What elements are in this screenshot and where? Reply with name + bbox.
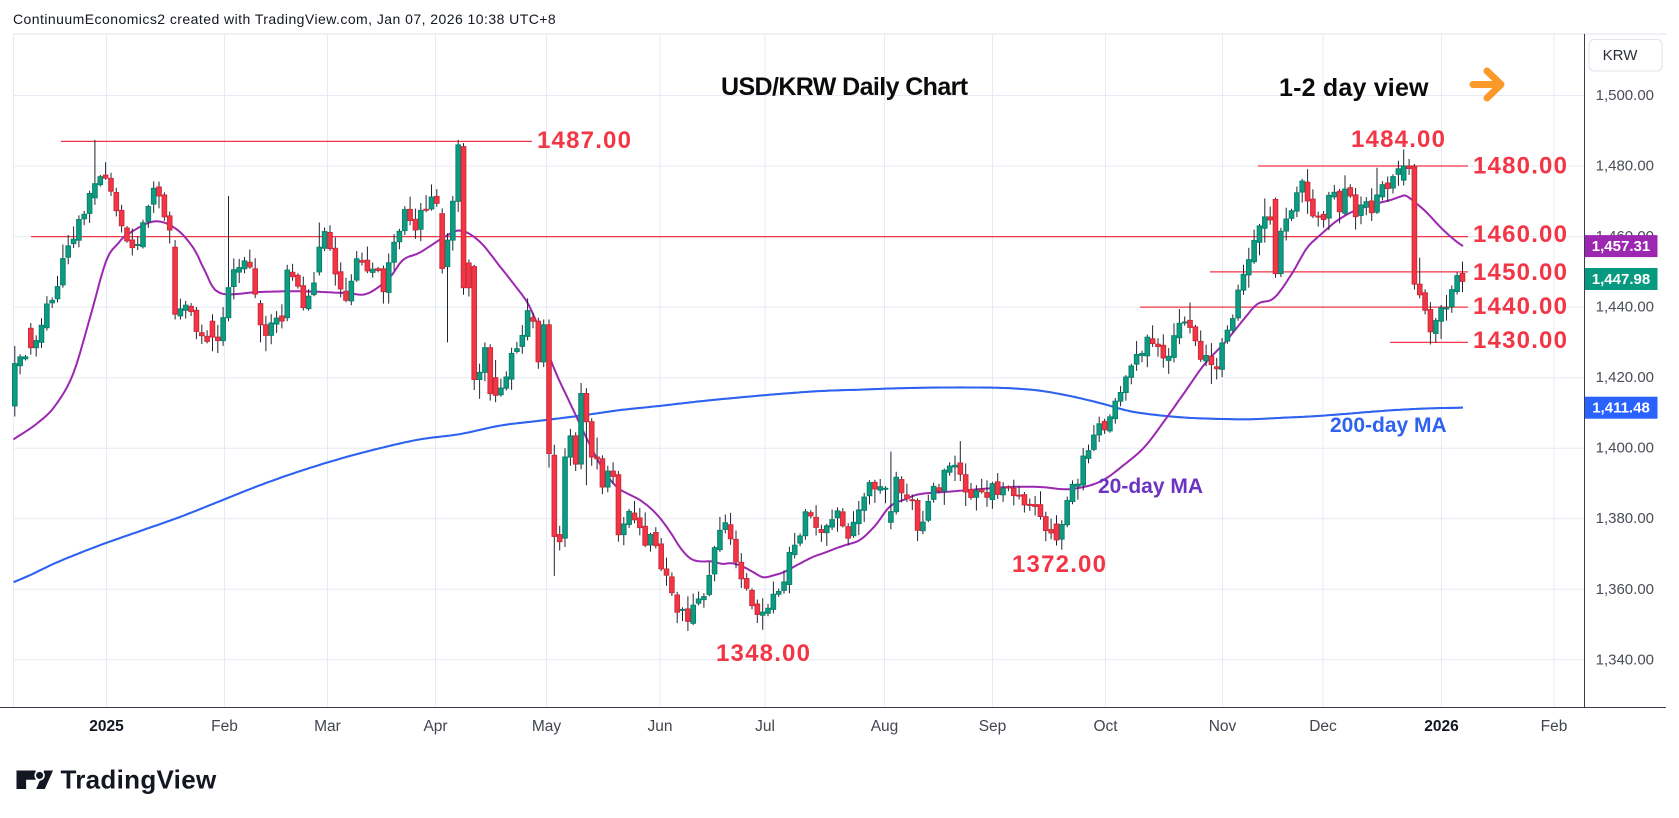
svg-text:2025: 2025: [89, 718, 124, 735]
svg-text:1460.00: 1460.00: [1473, 221, 1568, 248]
svg-text:1440.00: 1440.00: [1473, 293, 1568, 320]
svg-text:1487.00: 1487.00: [537, 127, 632, 154]
svg-text:200-day MA: 200-day MA: [1330, 414, 1447, 437]
svg-text:2026: 2026: [1424, 718, 1459, 735]
svg-text:Oct: Oct: [1093, 718, 1118, 735]
svg-text:1,340.00: 1,340.00: [1596, 651, 1654, 668]
svg-text:Aug: Aug: [871, 718, 899, 735]
svg-text:1,400.00: 1,400.00: [1596, 440, 1654, 457]
svg-text:1372.00: 1372.00: [1012, 551, 1107, 578]
svg-text:Apr: Apr: [423, 718, 447, 735]
svg-text:TradingView: TradingView: [61, 765, 217, 795]
svg-text:1,360.00: 1,360.00: [1596, 581, 1654, 598]
svg-text:Jun: Jun: [648, 718, 673, 735]
svg-text:Feb: Feb: [1541, 718, 1568, 735]
svg-text:1-2 day view: 1-2 day view: [1279, 74, 1429, 102]
svg-text:Dec: Dec: [1309, 718, 1337, 735]
svg-text:1,380.00: 1,380.00: [1596, 510, 1654, 527]
svg-text:1480.00: 1480.00: [1473, 153, 1568, 180]
svg-text:Mar: Mar: [314, 718, 341, 735]
svg-text:1,411.48: 1,411.48: [1592, 400, 1650, 417]
svg-text:May: May: [532, 718, 562, 735]
svg-text:1,420.00: 1,420.00: [1596, 369, 1654, 386]
svg-text:1348.00: 1348.00: [716, 640, 811, 667]
svg-text:1,500.00: 1,500.00: [1596, 87, 1654, 104]
svg-text:Feb: Feb: [211, 718, 238, 735]
svg-text:1430.00: 1430.00: [1473, 327, 1568, 354]
svg-text:1,447.98: 1,447.98: [1592, 271, 1650, 288]
svg-text:USD/KRW Daily Chart: USD/KRW Daily Chart: [721, 73, 969, 101]
svg-text:20-day MA: 20-day MA: [1098, 475, 1203, 498]
svg-text:1,440.00: 1,440.00: [1596, 299, 1654, 316]
svg-text:KRW: KRW: [1603, 47, 1639, 64]
svg-text:1,457.31: 1,457.31: [1592, 238, 1650, 255]
svg-text:Sep: Sep: [979, 718, 1007, 735]
svg-text:ContinuumEconomics2 created wi: ContinuumEconomics2 created with Trading…: [13, 11, 556, 27]
svg-text:1,480.00: 1,480.00: [1596, 158, 1654, 175]
svg-text:Jul: Jul: [755, 718, 775, 735]
svg-text:Nov: Nov: [1209, 718, 1237, 735]
svg-text:1450.00: 1450.00: [1473, 259, 1568, 286]
svg-text:1484.00: 1484.00: [1351, 126, 1446, 153]
